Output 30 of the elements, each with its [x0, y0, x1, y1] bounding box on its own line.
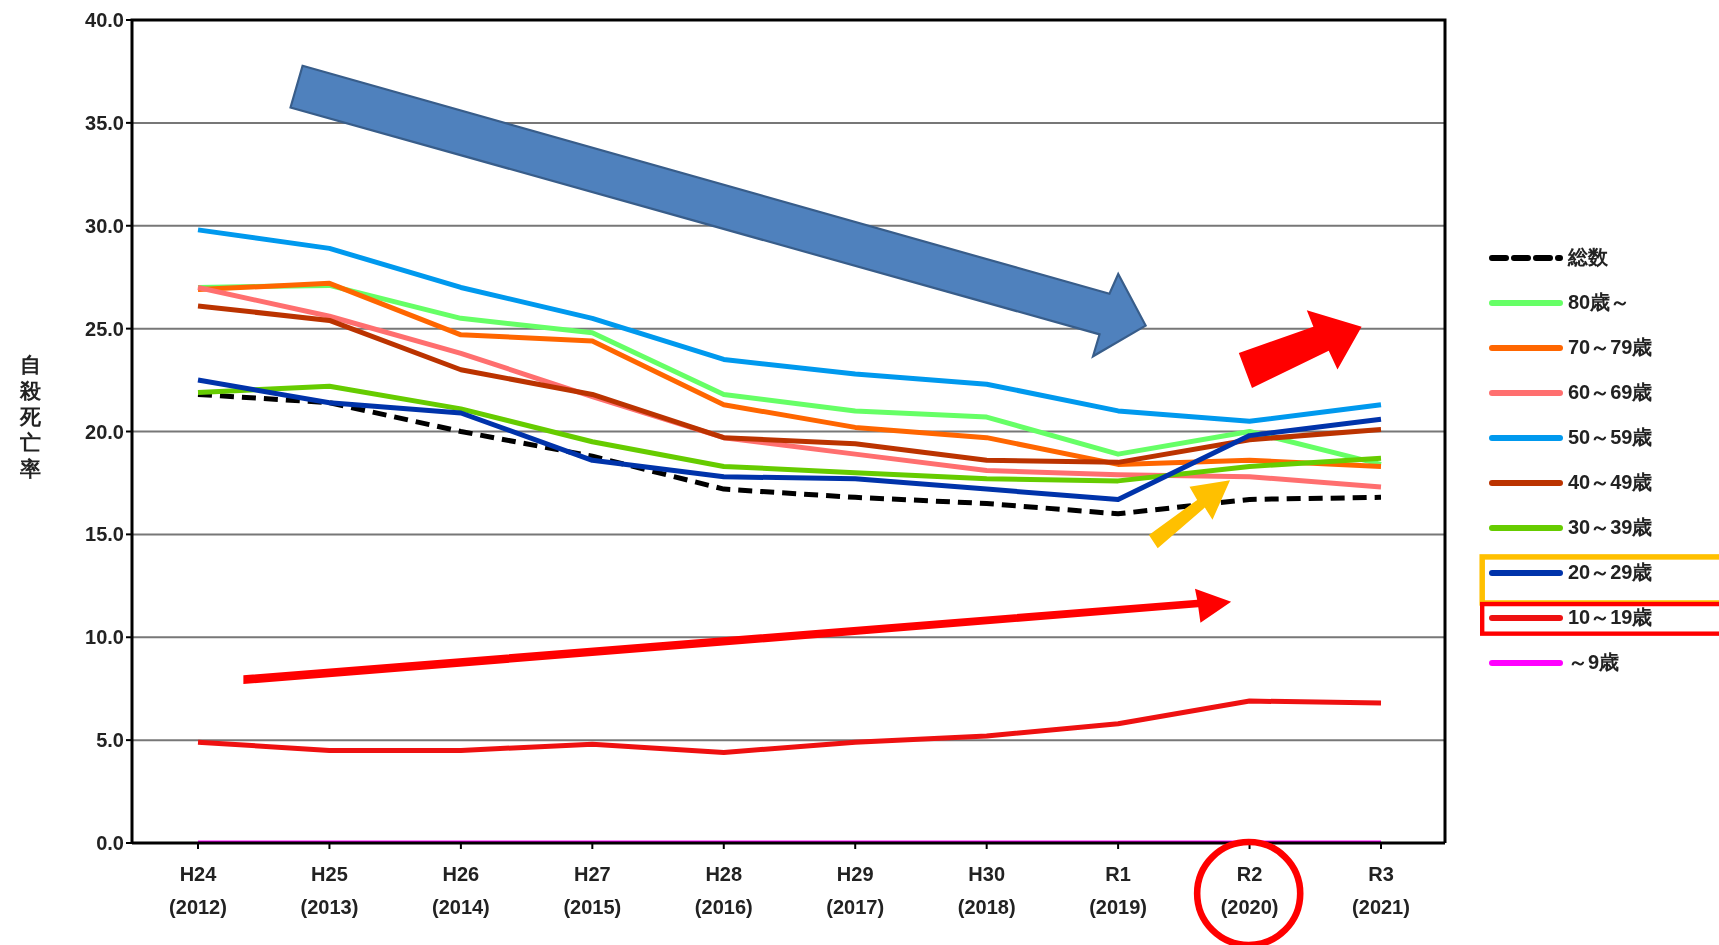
legend-label: 30～39歳 [1568, 515, 1653, 540]
x-tick-label: H30 (2018) [957, 863, 1016, 918]
y-tick-label: 40.0 [85, 9, 124, 32]
x-tick-label: H24 (2012) [169, 863, 227, 918]
legend-label: 60～69歳 [1568, 380, 1653, 405]
x-tick-label: H26 (2014) [431, 863, 490, 918]
y-tick-label: 5.0 [96, 729, 124, 752]
legend-label: 総数 [1568, 245, 1608, 270]
y-tick-label: 25.0 [85, 317, 124, 340]
y-tick-label: 15.0 [85, 523, 124, 546]
y-axis-title: 自殺死亡率 [18, 352, 42, 480]
x-tick-label: H25 (2013) [300, 863, 359, 918]
y-tick-label: 0.0 [96, 832, 124, 855]
legend-label: 70～79歳 [1568, 335, 1653, 360]
x-tick-label: R1 (2019) [1089, 863, 1148, 918]
y-tick-label: 35.0 [85, 111, 124, 134]
legend-label: 20～29歳 [1568, 560, 1653, 585]
x-tick-label: H28 (2016) [694, 863, 753, 918]
x-tick-label: R3 (2021) [1352, 863, 1410, 918]
y-tick-label: 30.0 [85, 214, 124, 237]
legend-label: 80歳～ [1568, 290, 1631, 315]
y-tick-label: 10.0 [85, 626, 124, 649]
y-tick-label: 20.0 [85, 420, 124, 443]
legend-label: 10～19歳 [1568, 605, 1653, 630]
x-tick-label: H29 (2017) [826, 863, 885, 918]
legend-label: 50～59歳 [1568, 425, 1653, 450]
x-tick-label: H27 (2015) [563, 863, 622, 918]
x-tick-label: R2 (2020) [1220, 863, 1279, 918]
legend-label: ～9歳 [1568, 650, 1620, 675]
legend-label: 40～49歳 [1568, 470, 1653, 495]
